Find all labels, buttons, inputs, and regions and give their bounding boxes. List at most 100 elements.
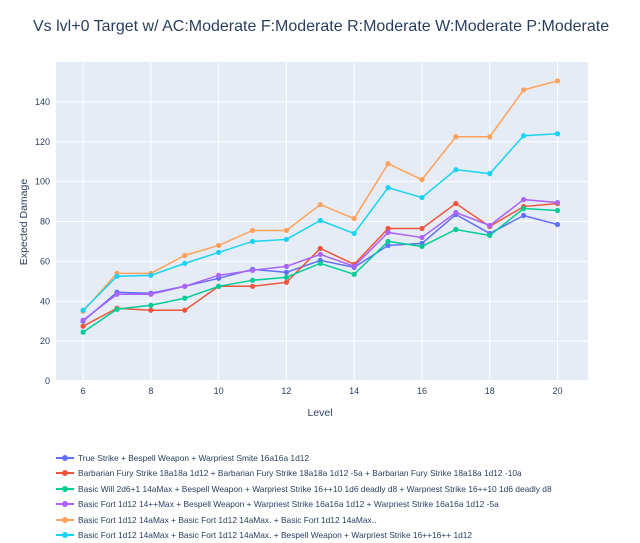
data-point bbox=[453, 134, 458, 139]
data-point bbox=[250, 228, 255, 233]
x-tick-label: 14 bbox=[349, 386, 359, 396]
data-point bbox=[453, 210, 458, 215]
data-point bbox=[81, 324, 86, 329]
data-point bbox=[114, 274, 119, 279]
data-point bbox=[419, 177, 424, 182]
x-tick-label: 20 bbox=[552, 386, 562, 396]
y-tick-label: 80 bbox=[40, 217, 50, 227]
data-point bbox=[419, 244, 424, 249]
data-point bbox=[555, 200, 560, 205]
legend-swatch bbox=[56, 531, 74, 539]
data-point bbox=[148, 303, 153, 308]
legend-label: Basic Fort 1d12 14aMax + Basic Fort 1d12… bbox=[78, 515, 376, 525]
legend-item[interactable]: Basic Fort 1d12 14++Max + Bespell Weapon… bbox=[56, 497, 636, 513]
x-tick-label: 18 bbox=[485, 386, 495, 396]
data-point bbox=[318, 246, 323, 251]
data-point bbox=[216, 284, 221, 289]
data-point bbox=[250, 239, 255, 244]
data-point bbox=[250, 278, 255, 283]
x-tick-label: 10 bbox=[214, 386, 224, 396]
y-axis-label: Expected Damage bbox=[18, 179, 30, 266]
y-tick-label: 40 bbox=[40, 296, 50, 306]
data-point bbox=[148, 273, 153, 278]
data-point bbox=[182, 308, 187, 313]
data-point bbox=[216, 273, 221, 278]
data-point bbox=[182, 261, 187, 266]
data-point bbox=[419, 235, 424, 240]
legend-item[interactable]: Basic Fort 1d12 14aMax + Basic Fort 1d12… bbox=[56, 528, 636, 543]
data-point bbox=[182, 284, 187, 289]
legend-item[interactable]: True Strike + Bespell Weapon + Warpriest… bbox=[56, 450, 636, 466]
data-point bbox=[81, 330, 86, 335]
y-tick-label: 120 bbox=[35, 137, 50, 147]
legend-label: Basic Will 2d6+1 14aMax + Bespell Weapon… bbox=[78, 484, 552, 494]
legend-item[interactable]: Basic Will 2d6+1 14aMax + Bespell Weapon… bbox=[56, 481, 636, 497]
data-point bbox=[318, 261, 323, 266]
data-point bbox=[114, 292, 119, 297]
data-point bbox=[555, 131, 560, 136]
y-tick-label: 0 bbox=[45, 376, 50, 386]
data-point bbox=[521, 133, 526, 138]
legend-item[interactable]: Basic Fort 1d12 14aMax + Basic Fort 1d12… bbox=[56, 512, 636, 528]
data-point bbox=[284, 237, 289, 242]
data-point bbox=[284, 270, 289, 275]
legend-item[interactable]: Barbarian Fury Strike 18a18a 1d12 + Barb… bbox=[56, 466, 636, 482]
y-tick-label: 60 bbox=[40, 256, 50, 266]
data-point bbox=[216, 250, 221, 255]
data-point bbox=[352, 264, 357, 269]
data-point bbox=[284, 280, 289, 285]
data-point bbox=[318, 218, 323, 223]
legend: True Strike + Bespell Weapon + Warpriest… bbox=[56, 450, 636, 543]
y-tick-label: 100 bbox=[35, 177, 50, 187]
data-point bbox=[555, 222, 560, 227]
data-point bbox=[521, 87, 526, 92]
data-point bbox=[419, 226, 424, 231]
legend-swatch bbox=[56, 454, 74, 462]
line-chart: 6 8 10 12 14 16 18 20 0 20 40 60 80 100 120 140 Level E… bbox=[0, 0, 640, 450]
data-point bbox=[250, 284, 255, 289]
data-point bbox=[453, 201, 458, 206]
legend-label: Basic Fort 1d12 14aMax + Basic Fort 1d12… bbox=[78, 530, 472, 540]
data-point bbox=[419, 195, 424, 200]
legend-label: True Strike + Bespell Weapon + Warpriest… bbox=[78, 453, 309, 463]
data-point bbox=[385, 239, 390, 244]
legend-swatch bbox=[56, 485, 74, 493]
data-point bbox=[81, 318, 86, 323]
data-point bbox=[555, 208, 560, 213]
data-point bbox=[148, 292, 153, 297]
data-point bbox=[284, 264, 289, 269]
data-point bbox=[284, 228, 289, 233]
data-point bbox=[352, 272, 357, 277]
data-point bbox=[385, 230, 390, 235]
data-point bbox=[216, 243, 221, 248]
legend-swatch bbox=[56, 500, 74, 508]
x-tick-label: 12 bbox=[281, 386, 291, 396]
x-axis-label: Level bbox=[307, 407, 332, 419]
data-point bbox=[521, 206, 526, 211]
x-tick-label: 16 bbox=[417, 386, 427, 396]
data-point bbox=[114, 307, 119, 312]
x-tick-label: 8 bbox=[148, 386, 153, 396]
data-point bbox=[385, 161, 390, 166]
data-point bbox=[352, 216, 357, 221]
data-point bbox=[250, 268, 255, 273]
data-point bbox=[555, 78, 560, 83]
data-point bbox=[487, 134, 492, 139]
data-point bbox=[182, 296, 187, 301]
y-tick-label: 140 bbox=[35, 97, 50, 107]
data-point bbox=[318, 202, 323, 207]
legend-label: Barbarian Fury Strike 18a18a 1d12 + Barb… bbox=[78, 468, 522, 478]
data-point bbox=[487, 233, 492, 238]
data-point bbox=[521, 213, 526, 218]
x-tick-label: 6 bbox=[81, 386, 86, 396]
data-point bbox=[453, 227, 458, 232]
data-point bbox=[487, 223, 492, 228]
data-point bbox=[487, 171, 492, 176]
legend-label: Basic Fort 1d12 14++Max + Bespell Weapon… bbox=[78, 499, 499, 509]
data-point bbox=[352, 231, 357, 236]
data-point bbox=[182, 253, 187, 258]
y-tick-label: 20 bbox=[40, 336, 50, 346]
data-point bbox=[318, 252, 323, 257]
legend-swatch bbox=[56, 516, 74, 524]
data-point bbox=[81, 308, 86, 313]
